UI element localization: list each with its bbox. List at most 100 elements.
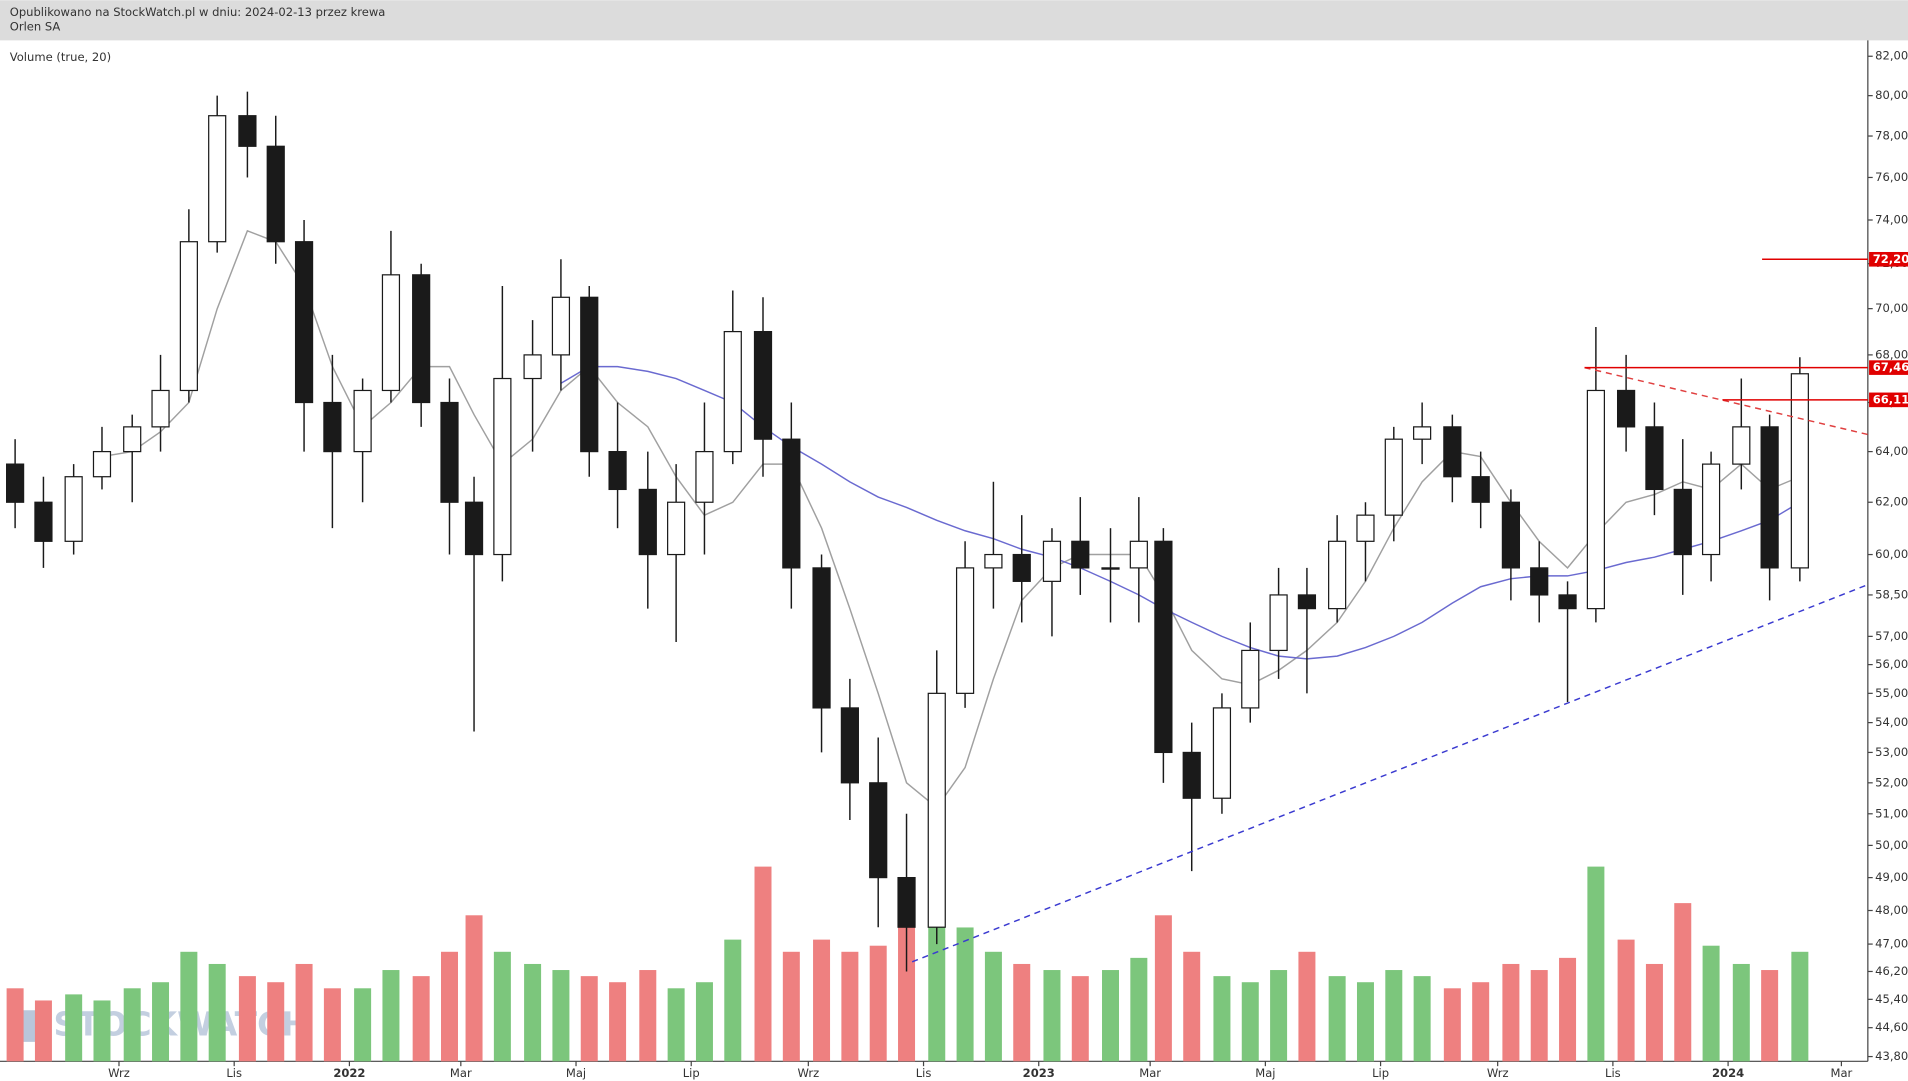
volume-bar — [1298, 951, 1316, 1062]
volume-bar — [180, 951, 198, 1062]
volume-bar — [323, 988, 341, 1062]
candle-body — [151, 389, 170, 428]
candle-body — [412, 274, 431, 404]
volume-bar — [984, 951, 1002, 1062]
y-tick-label: 44,60 — [1875, 1020, 1908, 1034]
candle-body — [1182, 751, 1201, 799]
y-tick-label: 57,00 — [1875, 629, 1908, 643]
header-bar — [0, 0, 1908, 41]
x-tick-label: Lip — [1372, 1066, 1389, 1080]
volume-bar — [440, 951, 458, 1062]
volume-bar — [813, 939, 831, 1062]
candle-body — [1471, 476, 1490, 503]
y-tick-label: 70,00 — [1875, 301, 1908, 315]
volume-bar — [1702, 945, 1720, 1062]
candle-body — [723, 330, 742, 453]
candle-body — [580, 296, 599, 453]
volume-bar — [65, 994, 83, 1062]
y-tick-label: 76,00 — [1875, 170, 1908, 184]
candle-body — [34, 501, 53, 542]
y-tick-label: 64,00 — [1875, 444, 1908, 458]
trendline — [1584, 366, 1869, 436]
x-tick-label: Wrz — [797, 1066, 819, 1080]
volume-bar — [1183, 951, 1201, 1062]
volume-bar — [267, 982, 285, 1062]
candle-body — [1530, 567, 1549, 596]
candle-body — [1616, 389, 1636, 428]
volume-bar — [1102, 970, 1120, 1062]
candle-body — [1071, 540, 1090, 569]
y-tick-label: 45,40 — [1875, 992, 1908, 1006]
x-tick-label: Mar — [450, 1066, 472, 1080]
level-label: 72,20 — [1873, 252, 1908, 266]
volume-bar — [93, 1000, 111, 1062]
candle-body — [551, 296, 571, 356]
volume-bar — [1732, 963, 1750, 1062]
volume-bar — [1502, 963, 1520, 1062]
volume-bar — [898, 921, 916, 1062]
volume-bar — [1213, 976, 1231, 1062]
volume-bar — [1241, 982, 1259, 1062]
volume-bar — [1043, 970, 1061, 1062]
y-tick-label: 78,00 — [1875, 129, 1908, 143]
level-label: 67,46 — [1873, 360, 1908, 374]
y-tick-label: 82,00 — [1875, 49, 1908, 63]
volume-bar — [724, 939, 742, 1062]
candle-body — [381, 274, 401, 392]
volume-bar — [1356, 982, 1374, 1062]
y-tick-label: 49,00 — [1875, 870, 1908, 884]
level-label: 66,11 — [1873, 392, 1908, 406]
candle-body — [1701, 463, 1721, 556]
y-tick-label: 80,00 — [1875, 88, 1908, 102]
candle-body — [353, 389, 372, 453]
volume-bar — [1385, 970, 1403, 1062]
candle-body — [1645, 426, 1664, 491]
candle-body — [464, 501, 484, 556]
candle-body — [266, 145, 285, 243]
candle-body — [323, 401, 342, 453]
candle-body — [1356, 514, 1375, 542]
x-tick-label: Lis — [916, 1066, 932, 1080]
candle-body — [1012, 553, 1031, 582]
candle-body — [1732, 426, 1751, 465]
candle-body — [753, 330, 773, 440]
candle-body — [1101, 567, 1120, 570]
candle-body — [1129, 540, 1148, 569]
x-tick-label: Mar — [1831, 1066, 1853, 1080]
y-tick-label: 55,00 — [1875, 686, 1908, 700]
candle-body — [1042, 540, 1062, 582]
x-tick-label: Wrz — [108, 1066, 130, 1080]
volume-bar — [639, 970, 657, 1062]
candle-body — [1558, 594, 1577, 610]
volume-bar — [1674, 903, 1692, 1062]
volume-bar — [382, 970, 400, 1062]
volume-bar — [609, 982, 627, 1062]
y-tick-label: 52,00 — [1875, 775, 1908, 789]
candle-body — [1760, 426, 1779, 569]
x-tick-label: Lis — [226, 1066, 242, 1080]
candle-body — [493, 377, 512, 556]
level-label-box — [1869, 392, 1908, 408]
candle-body — [667, 501, 686, 556]
volume-bar — [238, 976, 256, 1062]
volume-bar — [1270, 970, 1288, 1062]
candle-body — [1586, 389, 1605, 610]
volume-bar — [1013, 963, 1031, 1062]
volume-bar — [1587, 866, 1605, 1062]
x-tick-label: Maj — [1255, 1066, 1275, 1080]
volume-bar — [1645, 963, 1663, 1062]
volume-bar — [695, 982, 713, 1062]
y-tick-label: 51,00 — [1875, 806, 1908, 820]
y-tick-label: 47,00 — [1875, 937, 1908, 951]
y-tick-label: 68,00 — [1875, 347, 1908, 361]
chart-title: Orlen SA — [10, 19, 61, 33]
candle-body — [1790, 373, 1809, 569]
candle-body — [123, 426, 142, 453]
publication-note: Opublikowano na StockWatch.pl w dniu: 20… — [10, 5, 386, 19]
volume-bar — [152, 982, 170, 1062]
x-tick-label: Mar — [1139, 1066, 1161, 1080]
x-tick-label: Maj — [566, 1066, 586, 1080]
